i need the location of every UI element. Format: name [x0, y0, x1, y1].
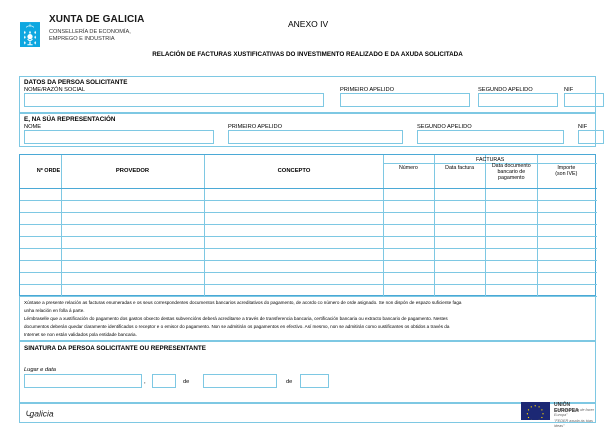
svg-text:galicia: galicia [30, 409, 54, 419]
